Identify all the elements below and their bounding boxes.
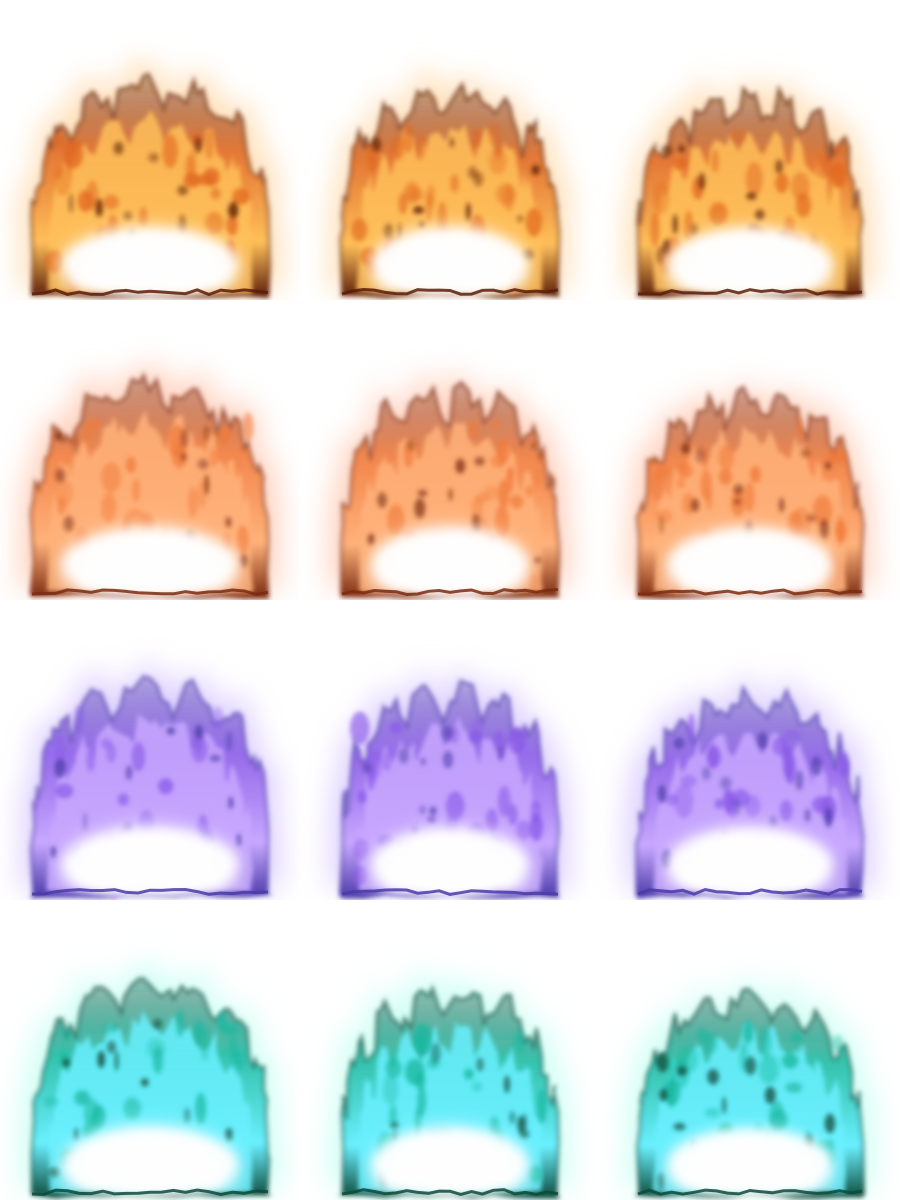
flame-icon [19,57,282,299]
flame-icon [625,673,876,900]
flame-sprite-r3-c2 [300,600,600,900]
flame-sprite-r2-c3 [600,300,900,600]
flame-icon [19,360,280,600]
flame-icon [19,960,282,1200]
flame-sprite-r3-c3 [600,600,900,900]
flame-sprite-r4-c2 [300,900,600,1200]
flame-icon [20,659,281,900]
flame-sprite-r2-c1 [0,300,300,600]
flame-sprite-r2-c2 [300,300,600,600]
flame-icon [625,76,875,299]
flame-icon [328,971,572,1200]
flame-sprite-r1-c1 [0,0,300,300]
flame-sprite-r1-c2 [300,0,600,300]
flame-icon [626,379,875,600]
flame-sprite-r4-c1 [0,900,300,1200]
flame-sprite-r3-c1 [0,600,300,900]
flame-icon [330,668,571,900]
flame-icon [328,371,571,600]
flame-sprite-r1-c3 [600,0,900,300]
flame-icon [624,968,876,1200]
flame-icon [329,68,570,299]
flame-sprite-r4-c3 [600,900,900,1200]
